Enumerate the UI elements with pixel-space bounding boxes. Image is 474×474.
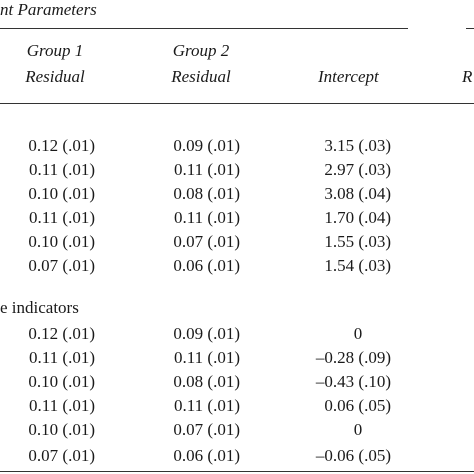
s1-row1-intercept: 3.15 (.03) bbox=[324, 136, 391, 155]
s1-row3-intercept: 3.08 (.04) bbox=[324, 184, 391, 203]
s2-row1-intercept: 0 bbox=[353, 324, 363, 343]
s1-row3-g1: 0.10 (.01) bbox=[28, 184, 95, 203]
s1-row3-g2: 0.08 (.01) bbox=[173, 184, 240, 203]
section-title: nt Parameters bbox=[0, 0, 97, 19]
header-group1-line1: Group 1 bbox=[26, 41, 84, 60]
header-group2-line2: Residual bbox=[171, 67, 231, 86]
s2-row5-g2: 0.07 (.01) bbox=[173, 420, 240, 439]
s2-row3-intercept: –0.43 (.10) bbox=[315, 372, 391, 391]
s1-row4-g1: 0.11 (.01) bbox=[29, 208, 95, 227]
s2-row5-intercept: 0 bbox=[353, 420, 363, 439]
s1-row2-intercept: 2.97 (.03) bbox=[324, 160, 391, 179]
s2-row3-g2: 0.08 (.01) bbox=[173, 372, 240, 391]
header-bottom-rule bbox=[0, 103, 474, 104]
table-bottom-rule bbox=[0, 471, 474, 472]
header-top-rule bbox=[0, 28, 408, 29]
s2-row2-g2: 0.11 (.01) bbox=[174, 348, 240, 367]
header-group1-line2: Residual bbox=[25, 67, 85, 86]
section2-label: e indicators bbox=[0, 298, 79, 317]
s1-row5-g2: 0.07 (.01) bbox=[173, 232, 240, 251]
s2-row4-g1: 0.11 (.01) bbox=[29, 396, 95, 415]
s1-row2-g1: 0.11 (.01) bbox=[29, 160, 95, 179]
s2-row3-g1: 0.10 (.01) bbox=[28, 372, 95, 391]
s2-row6-g2: 0.06 (.01) bbox=[173, 446, 240, 465]
s2-row2-g1: 0.11 (.01) bbox=[29, 348, 95, 367]
s1-row2-g2: 0.11 (.01) bbox=[174, 160, 240, 179]
header-top-rule-right bbox=[466, 28, 474, 29]
s1-row5-g1: 0.10 (.01) bbox=[28, 232, 95, 251]
s2-row4-intercept: 0.06 (.05) bbox=[324, 396, 391, 415]
s2-row2-intercept: –0.28 (.09) bbox=[315, 348, 391, 367]
header-right-cut: R bbox=[462, 67, 473, 86]
s1-row4-g2: 0.11 (.01) bbox=[174, 208, 240, 227]
header-group2-line1: Group 2 bbox=[172, 41, 230, 60]
s2-row5-g1: 0.10 (.01) bbox=[28, 420, 95, 439]
s1-row1-g2: 0.09 (.01) bbox=[173, 136, 240, 155]
s2-row6-g1: 0.07 (.01) bbox=[28, 446, 95, 465]
s1-row6-intercept: 1.54 (.03) bbox=[324, 256, 391, 275]
s1-row5-intercept: 1.55 (.03) bbox=[324, 232, 391, 251]
header-intercept: Intercept bbox=[318, 67, 379, 86]
s2-row1-g2: 0.09 (.01) bbox=[173, 324, 240, 343]
s1-row6-g2: 0.06 (.01) bbox=[173, 256, 240, 275]
s1-row4-intercept: 1.70 (.04) bbox=[324, 208, 391, 227]
s2-row6-intercept: –0.06 (.05) bbox=[315, 446, 391, 465]
s2-row4-g2: 0.11 (.01) bbox=[174, 396, 240, 415]
s1-row6-g1: 0.07 (.01) bbox=[28, 256, 95, 275]
s2-row1-g1: 0.12 (.01) bbox=[28, 324, 95, 343]
s1-row1-g1: 0.12 (.01) bbox=[28, 136, 95, 155]
